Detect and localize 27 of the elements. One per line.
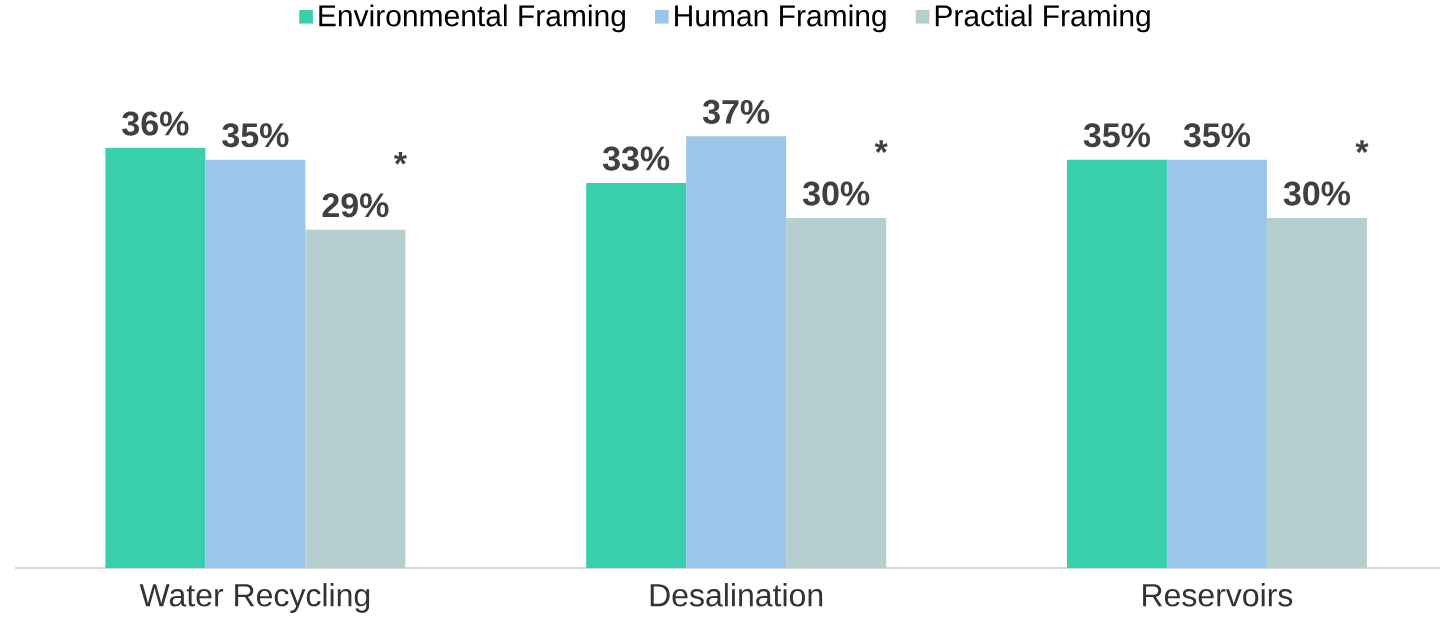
legend-label: Practial Framing [935,4,1150,33]
data-label: 30% [1283,181,1351,206]
data-label: 30% [802,181,870,206]
bar [205,159,306,568]
data-label: 35% [222,123,289,148]
annotation: * [393,151,407,165]
data-label: 35% [1083,123,1151,148]
x-tick-label: Water Recycling [139,583,370,613]
data-label: 36% [122,111,189,136]
bar [586,183,687,568]
bar [1166,159,1267,568]
data-label: 33% [602,146,670,171]
x-tick-label: Desalination [650,583,823,607]
x-tick-label: Reservoirs [1143,583,1293,607]
annotation: * [1355,140,1369,153]
data-label: 37% [702,99,770,124]
data-label: 35% [1183,123,1251,148]
annotation: * [874,140,888,153]
legend-label: Human Framing [675,4,886,33]
bar [686,136,787,568]
data-label: 29% [322,193,389,218]
bar [105,148,206,568]
bar [305,229,406,568]
bar [786,218,887,568]
bar [1066,159,1167,568]
bar [1266,218,1367,568]
legend-label: Environmental Framing [319,4,625,33]
